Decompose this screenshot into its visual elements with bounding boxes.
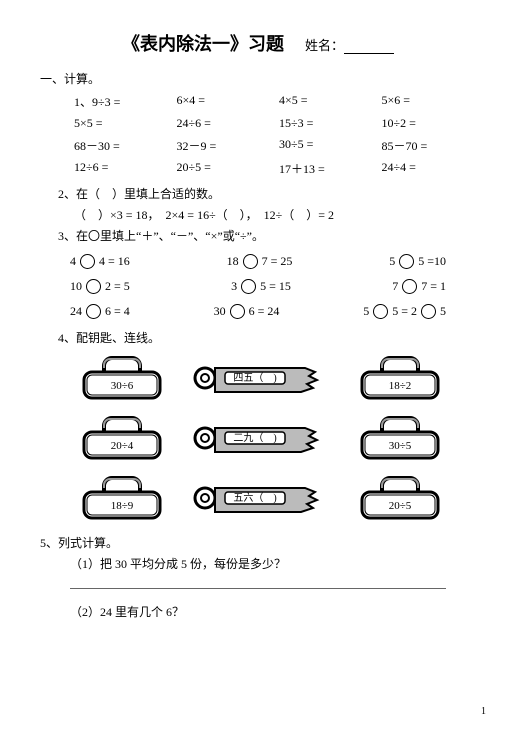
key: 四五（ ) (191, 356, 331, 404)
circle-blank[interactable] (86, 304, 101, 319)
svg-text:18÷9: 18÷9 (110, 500, 133, 512)
circle-expression: 306 = 24 (214, 304, 280, 319)
q1-label: 1、9÷3 = (74, 93, 169, 110)
eq: 6×4 = (177, 93, 272, 110)
section-1-heading: 一、计算。 (40, 70, 476, 87)
eq: 4×5 = (279, 93, 374, 110)
eq: 20÷5 = (177, 160, 272, 177)
key: 二九（ ) (191, 416, 331, 464)
eq: 5×5 = (74, 116, 169, 131)
eq: 32－9 = (177, 137, 272, 154)
circle-blank[interactable] (399, 254, 414, 269)
eq: 68－30 = (74, 137, 169, 154)
lock-left: 30÷6 (78, 354, 166, 406)
lock-icon: 20÷4 (78, 414, 166, 462)
circle-blank[interactable] (80, 254, 95, 269)
eq: 5×6 = (382, 93, 477, 110)
name-blank[interactable] (344, 53, 394, 54)
svg-text:20÷4: 20÷4 (110, 440, 133, 452)
q5-label: 5、列式计算。 (40, 534, 476, 551)
svg-text:30÷6: 30÷6 (110, 380, 133, 392)
svg-text:五六（ ): 五六（ ) (233, 492, 276, 504)
q2-label: 2、在（ ）里填上合适的数。 (58, 185, 476, 202)
q2-line: （ ）×3 = 18， 2×4 = 16÷（ ）， 12÷（ ）= 2 (74, 206, 476, 223)
eq: 15÷3 = (279, 116, 374, 131)
circle-blank[interactable] (373, 304, 388, 319)
circle-blank[interactable] (241, 279, 256, 294)
q1-grid: 1、9÷3 = 6×4 = 4×5 = 5×6 = 5×5 = 24÷6 = 1… (74, 93, 476, 177)
q4-label: 4、配钥匙、连线。 (58, 329, 476, 346)
key-icon: 五六（ ) (191, 476, 331, 520)
svg-text:20÷5: 20÷5 (389, 500, 412, 512)
circle-expression: 55 =10 (389, 254, 446, 269)
circle-expression: 55 = 25 (363, 304, 446, 319)
circle-blank[interactable] (243, 254, 258, 269)
circle-expression: 77 = 1 (392, 279, 446, 294)
q5-p1: （1）把 30 平均分成 5 份，每份是多少？ (70, 555, 476, 572)
lock-icon: 18÷2 (356, 354, 444, 402)
lock-left: 18÷9 (78, 474, 166, 526)
circle-blank[interactable] (402, 279, 417, 294)
eq: 24÷4 = (382, 160, 477, 177)
key: 五六（ ) (191, 476, 331, 524)
lock-right: 18÷2 (356, 354, 444, 406)
eq: 10÷2 = (382, 116, 477, 131)
circle-expression: 35 = 15 (231, 279, 291, 294)
lock-icon: 30÷5 (356, 414, 444, 462)
lock-left: 20÷4 (78, 414, 166, 466)
svg-text:18÷2: 18÷2 (389, 380, 412, 392)
name-label: 姓名： (305, 38, 344, 53)
eq: 30÷5 = (279, 137, 374, 154)
circle-expression: 187 = 25 (227, 254, 293, 269)
circle-blank[interactable] (230, 304, 245, 319)
lock-right: 30÷5 (356, 414, 444, 466)
eq: 17＋13 = (279, 160, 374, 177)
circle-expression: 246 = 4 (70, 304, 130, 319)
page-number: 1 (481, 706, 486, 717)
key-icon: 四五（ ) (191, 356, 331, 400)
svg-text:30÷5: 30÷5 (389, 440, 412, 452)
answer-line[interactable] (70, 588, 446, 589)
lock-icon: 18÷9 (78, 474, 166, 522)
circle-expression: 102 = 5 (70, 279, 130, 294)
lock-icon: 20÷5 (356, 474, 444, 522)
q5-p2: （2）24 里有几个 6？ (70, 603, 476, 620)
circle-expression: 44 = 16 (70, 254, 130, 269)
svg-text:四五（ ): 四五（ ) (233, 372, 276, 384)
eq: 12÷6 = (74, 160, 169, 177)
q3-label: 3、在〇里填上“＋”、“－”、“×”或“÷”。 (58, 227, 476, 244)
circle-blank[interactable] (421, 304, 436, 319)
circle-blank[interactable] (86, 279, 101, 294)
eq: 85－70 = (382, 137, 477, 154)
lock-icon: 30÷6 (78, 354, 166, 402)
key-icon: 二九（ ) (191, 416, 331, 460)
lock-right: 20÷5 (356, 474, 444, 526)
eq: 24÷6 = (177, 116, 272, 131)
page-title: 《表内除法一》习题 (122, 34, 284, 54)
svg-text:二九（ ): 二九（ ) (233, 432, 276, 444)
